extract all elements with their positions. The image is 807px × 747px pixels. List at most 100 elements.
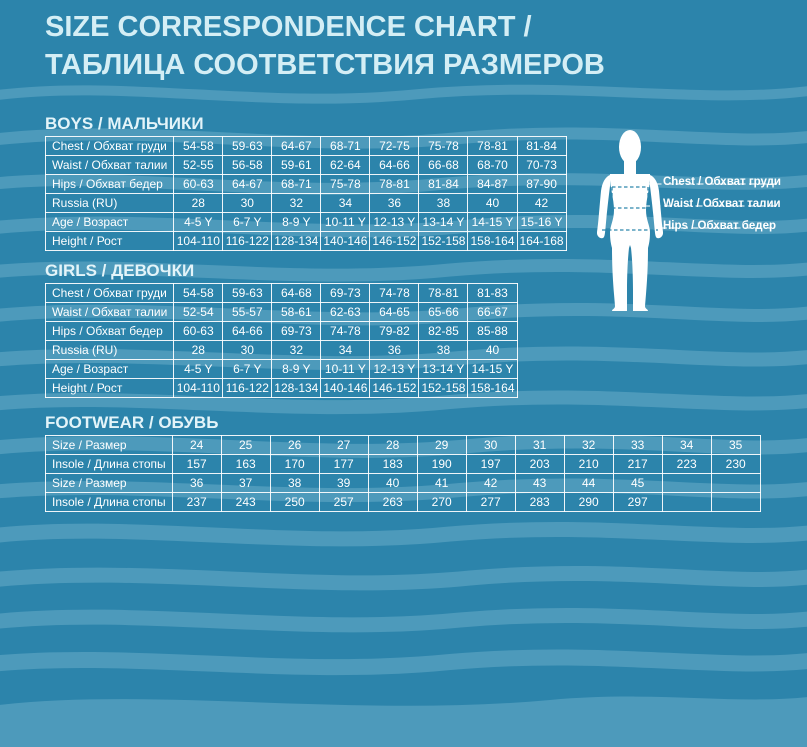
size-cell: 116-122 xyxy=(222,378,273,398)
size-cell: 257 xyxy=(318,492,369,512)
size-cell: 82-85 xyxy=(418,321,469,341)
row-label: Insole / Длина стопы xyxy=(45,454,173,474)
size-cell: 38 xyxy=(269,473,320,493)
row-label: Size / Размер xyxy=(45,435,173,455)
boys-section: BOYS / МАЛЬЧИКИ Chest / Обхват груди 54-5… xyxy=(44,114,567,251)
size-cell: 42 xyxy=(465,473,516,493)
row-label: Waist / Обхват талии xyxy=(44,302,175,322)
size-cell: 78-81 xyxy=(467,136,518,156)
page-title-line2: ТАБЛИЦА СООТВЕТСТВИЯ РАЗМЕРОВ xyxy=(45,49,605,81)
size-cell: 263 xyxy=(367,492,418,512)
table-row: Russia (RU) 28 30 32 34 36 38 40 xyxy=(44,340,518,360)
size-cell: 81-84 xyxy=(516,136,567,156)
figure-label-chest: Chest / Обхват груди xyxy=(663,176,781,188)
table-row: Waist / Обхват талии 52-54 55-57 58-61 62-63… xyxy=(44,302,518,322)
table-row: Age / Возраст 4-5 Y 6-7 Y 8-9 Y 10-11 Y 12-13… xyxy=(44,212,567,232)
row-label: Hips / Обхват бедер xyxy=(44,321,175,341)
size-cell: 60-63 xyxy=(173,321,224,341)
size-cell: 29 xyxy=(416,435,467,455)
size-cell: 68-71 xyxy=(320,136,371,156)
size-cell: 64-67 xyxy=(271,136,322,156)
size-cell: 40 xyxy=(367,473,418,493)
size-cell: 15-16 Y xyxy=(516,212,567,232)
size-cell xyxy=(710,492,761,512)
size-cell: 140-146 xyxy=(320,231,371,251)
size-cell: 4-5 Y xyxy=(173,359,224,379)
size-cell: 54-58 xyxy=(173,283,224,303)
table-row: Insole / Длина стопы 157 163 170 177 183 190 19… xyxy=(45,454,761,474)
table-row: Height / Рост 104-110 116-122 128-134 140-14… xyxy=(44,231,567,251)
size-cell: 164-168 xyxy=(516,231,567,251)
size-cell: 190 xyxy=(416,454,467,474)
size-cell: 45 xyxy=(612,473,663,493)
size-cell: 81-83 xyxy=(467,283,518,303)
size-cell: 69-73 xyxy=(271,321,322,341)
size-cell: 87-90 xyxy=(516,174,567,194)
size-cell: 217 xyxy=(612,454,663,474)
size-cell: 116-122 xyxy=(222,231,273,251)
size-cell: 270 xyxy=(416,492,467,512)
footwear-table: Size / Размер 24 25 26 27 28 29 30 31 32 33 34 35 Ins… xyxy=(45,435,761,512)
size-cell: 58-61 xyxy=(271,302,322,322)
girls-table: Chest / Обхват груди 54-58 59-63 64-68 69-73… xyxy=(44,283,518,398)
size-cell: 37 xyxy=(220,473,271,493)
size-cell: 81-84 xyxy=(418,174,469,194)
table-row: Size / Размер 36 37 38 39 40 41 42 43 44 45 xyxy=(45,473,761,493)
page-title: SIZE CORRESPONDENCE CHART / ТАБЛИЦА СООТ… xyxy=(45,8,605,84)
size-cell: 158-164 xyxy=(467,231,518,251)
size-cell: 52-54 xyxy=(173,302,224,322)
child-measurement-figure xyxy=(570,122,807,322)
size-cell: 32 xyxy=(271,193,322,213)
size-cell: 183 xyxy=(367,454,418,474)
row-label: Hips / Обхват бедер xyxy=(44,174,175,194)
size-cell: 34 xyxy=(320,340,371,360)
size-cell: 41 xyxy=(416,473,467,493)
size-cell: 74-78 xyxy=(320,321,371,341)
table-row: Russia (RU) 28 30 32 34 36 38 40 42 xyxy=(44,193,567,213)
size-cell: 6-7 Y xyxy=(222,359,273,379)
size-cell: 62-64 xyxy=(320,155,371,175)
size-cell: 35 xyxy=(710,435,761,455)
size-cell: 170 xyxy=(269,454,320,474)
size-cell: 14-15 Y xyxy=(467,212,518,232)
size-cell: 27 xyxy=(318,435,369,455)
size-cell: 177 xyxy=(318,454,369,474)
size-cell: 66-68 xyxy=(418,155,469,175)
size-cell: 128-134 xyxy=(271,378,322,398)
size-cell: 13-14 Y xyxy=(418,212,469,232)
size-cell: 59-63 xyxy=(222,283,273,303)
size-cell: 28 xyxy=(367,435,418,455)
size-cell: 297 xyxy=(612,492,663,512)
size-cell: 64-68 xyxy=(271,283,322,303)
size-cell: 69-73 xyxy=(320,283,371,303)
size-cell: 68-70 xyxy=(467,155,518,175)
table-row: Waist / Обхват талии 52-55 56-58 59-61 62-64… xyxy=(44,155,567,175)
size-cell: 8-9 Y xyxy=(271,212,322,232)
size-cell: 79-82 xyxy=(369,321,420,341)
size-cell: 237 xyxy=(171,492,222,512)
size-cell: 104-110 xyxy=(173,378,224,398)
size-cell: 13-14 Y xyxy=(418,359,469,379)
row-label: Insole / Длина стопы xyxy=(45,492,173,512)
table-row: Hips / Обхват бедер 60-63 64-66 69-73 74-78 7… xyxy=(44,321,518,341)
size-cell: 36 xyxy=(369,193,420,213)
size-cell: 157 xyxy=(171,454,222,474)
size-cell: 75-78 xyxy=(320,174,371,194)
table-row: Chest / Обхват груди 54-58 59-63 64-68 69-73… xyxy=(44,283,518,303)
size-cell: 38 xyxy=(418,193,469,213)
size-cell: 140-146 xyxy=(320,378,371,398)
boys-table: Chest / Обхват груди 54-58 59-63 64-67 68-71… xyxy=(44,136,567,251)
row-label: Russia (RU) xyxy=(44,340,175,360)
size-cell: 42 xyxy=(516,193,567,213)
size-cell: 152-158 xyxy=(418,378,469,398)
size-cell: 250 xyxy=(269,492,320,512)
size-cell xyxy=(661,492,712,512)
size-cell xyxy=(661,473,712,493)
size-cell: 64-65 xyxy=(369,302,420,322)
size-cell: 59-63 xyxy=(222,136,273,156)
size-cell: 68-71 xyxy=(271,174,322,194)
size-cell: 4-5 Y xyxy=(173,212,224,232)
size-cell: 72-75 xyxy=(369,136,420,156)
size-cell: 56-58 xyxy=(222,155,273,175)
table-row: Insole / Длина стопы 237 243 250 257 263 270 27… xyxy=(45,492,761,512)
